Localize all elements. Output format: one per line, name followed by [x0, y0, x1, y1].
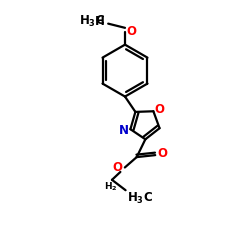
- Text: O: O: [158, 147, 168, 160]
- Text: H: H: [94, 15, 104, 28]
- Text: N: N: [119, 124, 129, 137]
- Text: O: O: [126, 25, 136, 38]
- Text: O: O: [113, 162, 123, 174]
- Text: $\mathregular{H_3C}$: $\mathregular{H_3C}$: [78, 14, 104, 29]
- Text: O: O: [155, 103, 165, 116]
- Text: $\mathregular{H_2}$: $\mathregular{H_2}$: [104, 181, 118, 193]
- Text: $\mathregular{H_3C}$: $\mathregular{H_3C}$: [127, 191, 153, 206]
